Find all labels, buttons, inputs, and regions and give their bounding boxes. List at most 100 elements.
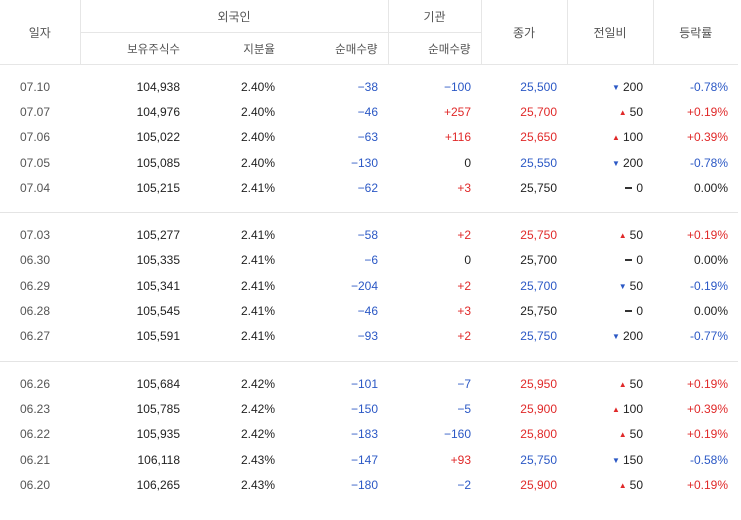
cell-inst-net: +3 — [457, 180, 471, 195]
table-row: 06.23 105,785 2.42% −150 −5 25,900 ▲ 100 +0.39% — [0, 396, 738, 421]
table-row: 07.04 105,215 2.41% −62 +3 25,750 0 0.00% — [0, 175, 738, 200]
change-value: 0 — [636, 253, 643, 268]
triangle-up-icon: ▲ — [618, 430, 627, 440]
cell-rate: +0.39% — [686, 401, 728, 416]
cell-foreign-net: −46 — [357, 304, 378, 319]
cell-foreign-net: −62 — [357, 180, 378, 195]
triangle-down-icon: ▼ — [612, 158, 620, 168]
triangle-down-icon: ▼ — [612, 332, 620, 342]
cell-inst-net: −160 — [443, 427, 471, 442]
cell-share: 2.40% — [240, 79, 275, 94]
table-row: 06.20 106,265 2.43% −180 −2 25,900 ▲ 50 +0.19% — [0, 472, 738, 497]
triangle-up-icon: ▲ — [612, 404, 620, 414]
change-value: 50 — [629, 228, 643, 243]
cell-share: 2.40% — [240, 104, 275, 119]
cell-close: 25,750 — [520, 228, 557, 243]
cell-close: 25,950 — [520, 376, 557, 391]
table-header: 일자 외국인 기관 종가 전일비 등락률 보유주식수 지분율 순매수량 순매수량 — [0, 0, 738, 65]
table-row: 07.07 104,976 2.40% −46 +257 25,700 ▲ 50 +0.19% — [0, 99, 738, 124]
col-header-close: 종가 — [481, 0, 568, 65]
cell-date: 07.06 — [20, 130, 51, 145]
table-row: 06.30 105,335 2.41% −6 0 25,700 0 0.00% — [0, 248, 738, 273]
cell-close: 25,750 — [520, 329, 557, 344]
cell-foreign-net: −93 — [357, 329, 378, 344]
triangle-up-icon: ▲ — [612, 133, 620, 143]
cell-change: 0 — [567, 248, 653, 273]
cell-change: ▼ 150 — [567, 447, 653, 472]
cell-close: 25,500 — [520, 79, 557, 94]
cell-change: ▲ 100 — [567, 396, 653, 421]
cell-rate: +0.19% — [686, 376, 728, 391]
cell-date: 07.10 — [20, 79, 51, 94]
cell-foreign-net: −130 — [350, 155, 378, 170]
col-header-foreign: 외국인 — [80, 0, 389, 33]
cell-close: 25,700 — [520, 253, 557, 268]
cell-inst-net: 0 — [464, 155, 471, 170]
cell-inst-net: −100 — [443, 79, 471, 94]
cell-rate: 0.00% — [693, 180, 728, 195]
col-header-foreign-net: 순매수량 — [285, 32, 389, 65]
table-row: 07.03 105,277 2.41% −58 +2 25,750 ▲ 50 +0.19% — [0, 222, 738, 247]
cell-close: 25,750 — [520, 180, 557, 195]
cell-holdings: 105,277 — [136, 228, 180, 243]
cell-holdings: 105,335 — [136, 253, 180, 268]
cell-change: ▲ 50 — [567, 472, 653, 497]
cell-date: 07.04 — [20, 180, 51, 195]
cell-date: 06.26 — [20, 376, 51, 391]
change-value: 150 — [622, 452, 643, 467]
cell-rate: -0.78% — [689, 155, 728, 170]
change-value: 50 — [629, 376, 643, 391]
cell-change: ▼ 200 — [567, 150, 653, 175]
cell-date: 06.28 — [20, 304, 51, 319]
triangle-up-icon: ▲ — [618, 379, 627, 389]
cell-foreign-net: −38 — [357, 79, 378, 94]
dash-icon — [625, 186, 633, 189]
dash-icon — [625, 310, 633, 313]
cell-inst-net: +2 — [457, 329, 471, 344]
col-header-holdings: 보유주식수 — [80, 32, 190, 65]
cell-holdings: 105,935 — [136, 427, 180, 442]
cell-share: 2.42% — [240, 427, 275, 442]
table-row: 07.10 104,938 2.40% −38 −100 25,500 ▼ 200 -0.78% — [0, 74, 738, 99]
cell-foreign-net: −147 — [350, 452, 378, 467]
dash-icon — [625, 259, 633, 262]
triangle-up-icon: ▲ — [618, 480, 627, 490]
cell-rate: +0.19% — [686, 228, 728, 243]
cell-date: 07.05 — [20, 155, 51, 170]
triangle-down-icon: ▼ — [612, 82, 620, 92]
cell-inst-net: −5 — [457, 401, 471, 416]
table-row: 06.26 105,684 2.42% −101 −7 25,950 ▲ 50 +0.19% — [0, 371, 738, 396]
cell-change: ▲ 50 — [567, 422, 653, 447]
cell-inst-net: +93 — [450, 452, 471, 467]
table-body: 07.10 104,938 2.40% −38 −100 25,500 ▼ 200 -0.78%… — [0, 65, 738, 498]
col-header-inst-net: 순매수량 — [388, 32, 482, 65]
cell-rate: 0.00% — [693, 304, 728, 319]
cell-foreign-net: −101 — [350, 376, 378, 391]
cell-holdings: 105,785 — [136, 401, 180, 416]
col-header-change: 전일비 — [567, 0, 654, 65]
cell-inst-net: −7 — [457, 376, 471, 391]
cell-date: 06.22 — [20, 427, 51, 442]
change-value: 0 — [636, 304, 643, 319]
cell-rate: +0.19% — [686, 104, 728, 119]
change-value: 200 — [622, 79, 643, 94]
cell-foreign-net: −204 — [350, 278, 378, 293]
cell-holdings: 106,265 — [136, 477, 180, 492]
cell-foreign-net: −150 — [350, 401, 378, 416]
cell-date: 07.07 — [20, 104, 51, 119]
cell-rate: -0.77% — [689, 329, 728, 344]
cell-date: 06.30 — [20, 253, 51, 268]
cell-close: 25,800 — [520, 427, 557, 442]
cell-rate: +0.19% — [686, 477, 728, 492]
cell-inst-net: +2 — [457, 228, 471, 243]
cell-rate: 0.00% — [693, 253, 728, 268]
cell-share: 2.41% — [240, 304, 275, 319]
col-header-share: 지분율 — [190, 32, 285, 65]
group-divider — [0, 212, 738, 214]
cell-share: 2.43% — [240, 452, 275, 467]
cell-change: ▲ 50 — [567, 371, 653, 396]
cell-inst-net: +257 — [443, 104, 471, 119]
cell-date: 06.29 — [20, 278, 51, 293]
triangle-up-icon: ▲ — [618, 107, 627, 117]
cell-change: ▲ 100 — [567, 125, 653, 150]
